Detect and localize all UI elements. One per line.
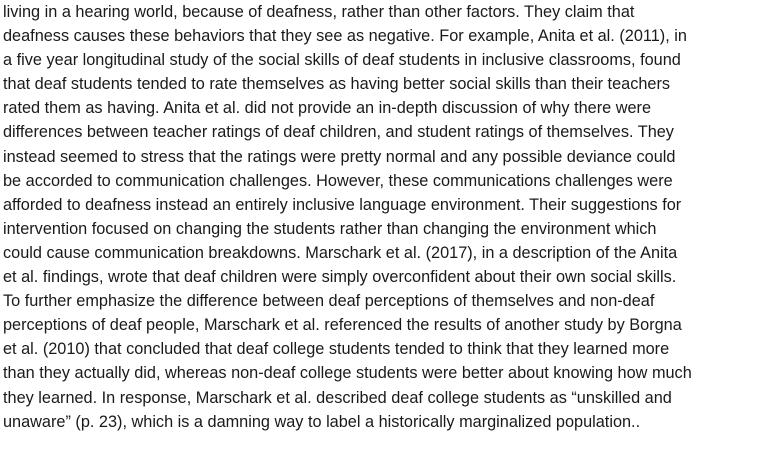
paragraph-line: could cause communication breakdowns. Ma… (3, 243, 678, 262)
paragraph-line: that deaf students tended to rate themse… (3, 75, 671, 94)
paragraph-line: afforded to deafness instead an entirely… (3, 195, 682, 214)
paragraph-line: a five year longitudinal study of the so… (3, 51, 681, 70)
paragraph-line: than they actually did, whereas non-deaf… (3, 364, 692, 383)
paragraph-line: To further emphasize the difference betw… (3, 292, 655, 311)
paragraph-line: rated them as having. Anita et al. did n… (3, 99, 652, 118)
paragraph-line: be accorded to communication challenges.… (3, 171, 673, 190)
paragraph-line: deafness causes these behaviors that the… (3, 27, 687, 46)
paragraph-line: unaware” (p. 23), which is a damning way… (3, 412, 641, 431)
paragraph-line: perceptions of deaf people, Marschark et… (3, 316, 682, 335)
paragraph-line: they learned. In response, Marschark et … (3, 388, 672, 407)
paragraph-line: intervention focused on changing the stu… (3, 219, 657, 238)
paragraph-line: instead seemed to stress that the rating… (3, 147, 676, 166)
paragraph: living in a hearing world, because of de… (3, 0, 777, 434)
paragraph-line: et al. (2010) that concluded that deaf c… (3, 340, 670, 359)
paragraph-line: living in a hearing world, because of de… (3, 3, 635, 21)
paragraph-line: differences between teacher ratings of d… (3, 123, 674, 142)
paragraph-line: et al. findings, wrote that deaf childre… (3, 268, 677, 287)
